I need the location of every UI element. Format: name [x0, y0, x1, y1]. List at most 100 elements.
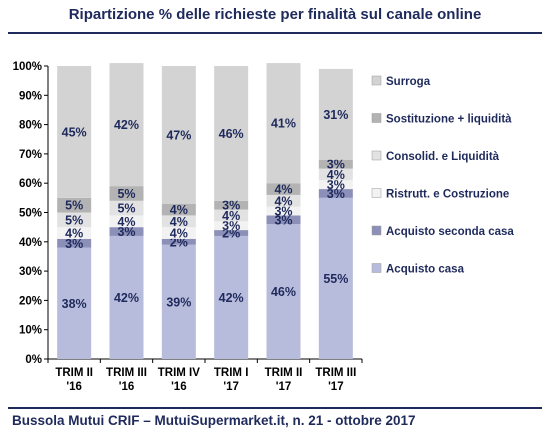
legend-swatch	[371, 263, 382, 273]
y-tick-label: 0%	[25, 354, 42, 366]
data-label: 4%	[117, 215, 135, 229]
bar-segment	[57, 66, 92, 198]
legend-swatch	[371, 113, 382, 123]
x-tick-label: '16	[171, 381, 187, 393]
data-label: 5%	[65, 213, 83, 227]
data-label: 31%	[323, 108, 348, 122]
x-tick-label: TRIM III	[106, 367, 147, 379]
bar-segment	[266, 206, 301, 216]
bar-segment	[318, 159, 353, 169]
bar-segment	[214, 230, 249, 236]
data-label: 4%	[327, 168, 345, 182]
data-label: 3%	[327, 178, 345, 192]
bar-segment	[318, 180, 353, 190]
bar-segment	[214, 209, 249, 222]
data-label: 3%	[327, 187, 345, 201]
bar-segment	[57, 238, 92, 248]
title-divider	[8, 32, 542, 34]
x-tick-label: TRIM III	[315, 367, 356, 379]
x-tick-label: '16	[66, 381, 82, 393]
bar-segment	[161, 238, 196, 245]
source-footer: Bussola Mutui CRIF – MutuiSupermarket.it…	[12, 413, 416, 428]
bar-segment	[214, 235, 249, 359]
x-tick-label: '16	[119, 381, 135, 393]
legend-label: Surroga	[386, 76, 431, 88]
bar-segment	[318, 168, 353, 181]
bar-segment	[161, 66, 196, 204]
y-tick-label: 70%	[19, 149, 42, 161]
bar-segment	[161, 227, 196, 239]
bar-segment	[266, 183, 301, 195]
bar-segment	[57, 197, 92, 213]
bar-segment	[161, 215, 196, 228]
y-tick-label: 50%	[19, 208, 42, 220]
legend-swatch	[371, 225, 382, 236]
x-tick-label: '17	[223, 381, 239, 393]
bar-segment	[214, 66, 249, 201]
bar-segment	[109, 186, 144, 201]
x-tick-label: TRIM IV	[158, 367, 200, 379]
data-label: 4%	[170, 215, 188, 229]
bar-segment	[318, 197, 353, 359]
data-label: 4%	[170, 227, 188, 241]
data-label: 3%	[327, 158, 345, 172]
data-label: 4%	[170, 203, 188, 217]
bar-segment	[161, 203, 196, 216]
y-tick-label: 80%	[19, 120, 42, 132]
data-label: 3%	[222, 199, 240, 213]
legend-label: Acquisto seconda casa	[386, 226, 514, 238]
data-label: 3%	[65, 237, 83, 251]
bar-segment	[109, 200, 144, 216]
y-tick-label: 10%	[19, 325, 42, 337]
data-label: 5%	[117, 202, 135, 216]
bar-segment	[57, 227, 92, 239]
data-label: 46%	[271, 285, 296, 299]
data-label: 42%	[219, 291, 244, 305]
data-label: 39%	[166, 295, 191, 309]
data-label: 3%	[222, 219, 240, 233]
data-label: 45%	[62, 125, 87, 139]
data-label: 55%	[323, 272, 348, 286]
x-tick-label: '17	[276, 381, 292, 393]
x-tick-label: '17	[328, 381, 344, 393]
bar-segment	[57, 212, 92, 228]
data-label: 4%	[274, 194, 292, 208]
data-label: 41%	[271, 117, 296, 131]
legend-swatch	[371, 75, 382, 86]
bar-segment	[57, 247, 92, 359]
data-label: 3%	[274, 205, 292, 219]
legend-swatch	[371, 150, 382, 161]
data-label: 38%	[62, 297, 87, 311]
y-tick-label: 60%	[19, 178, 42, 190]
legend-label: Ristrutt. e Costruzione	[386, 189, 509, 201]
data-label: 4%	[65, 227, 83, 241]
y-tick-label: 100%	[13, 61, 42, 73]
data-label: 42%	[114, 118, 139, 132]
legend-label: Consolid. e Liquidità	[386, 151, 500, 163]
data-label: 4%	[222, 209, 240, 223]
data-label: 46%	[219, 127, 244, 141]
chart-title: Ripartizione % delle richieste per final…	[68, 6, 482, 23]
bar-segment	[214, 200, 249, 210]
x-tick-label: TRIM II	[55, 367, 93, 379]
y-tick-label: 30%	[19, 266, 42, 278]
y-tick-label: 90%	[19, 90, 42, 102]
bar-segment	[109, 235, 144, 359]
bar-segment	[109, 227, 144, 236]
x-tick-label: TRIM II	[265, 367, 303, 379]
bar-segment	[266, 224, 301, 359]
data-label: 3%	[274, 213, 292, 227]
data-label: 4%	[274, 183, 292, 197]
legend-label: Sostituzione + liquidità	[386, 114, 512, 126]
data-label: 42%	[114, 291, 139, 305]
bar-segment	[266, 63, 301, 184]
footer-divider	[8, 407, 542, 409]
bar-segment	[109, 63, 144, 187]
data-label: 47%	[166, 128, 191, 142]
y-tick-label: 20%	[19, 295, 42, 307]
bar-segment	[318, 189, 353, 198]
bar-segment	[318, 68, 353, 160]
bar-segment	[266, 194, 301, 207]
